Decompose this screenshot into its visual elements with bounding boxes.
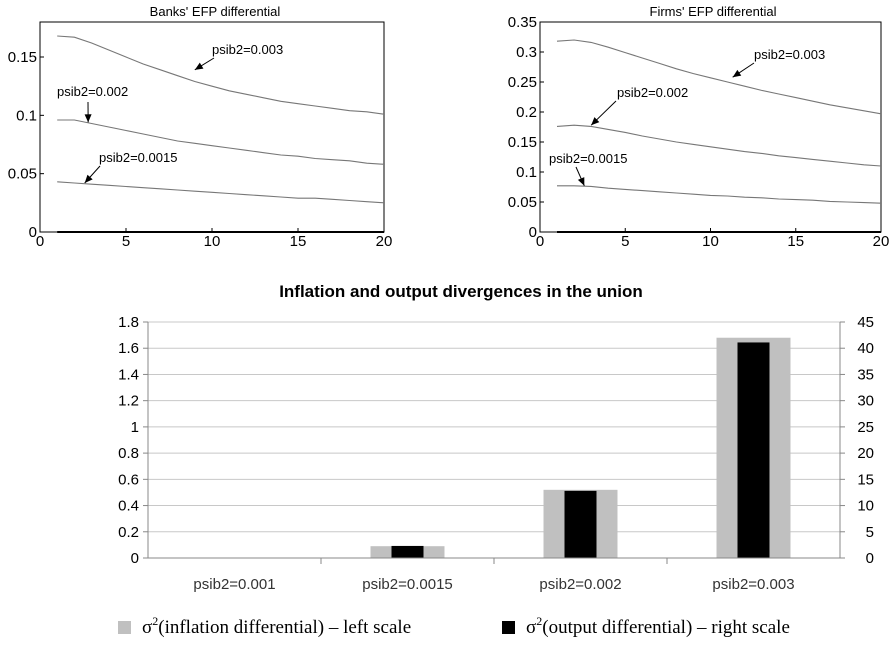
firms-annotation-label: psib2=0.003 xyxy=(754,47,825,62)
firms-xtick-label: 10 xyxy=(702,233,719,250)
left-ytick-label: 1.2 xyxy=(118,393,139,410)
firms-xtick-label: 5 xyxy=(621,233,629,250)
banks-arrowhead xyxy=(195,63,204,70)
banks-annotations: psib2=0.003 psib2=0.002 psib2=0.0015 xyxy=(57,42,283,183)
firms-ytick-label: 0.1 xyxy=(516,164,537,181)
banks-y-ticks: 00.050.10.15 xyxy=(8,49,44,241)
left-ytick-label: 1.4 xyxy=(118,366,139,383)
legend-swatch xyxy=(118,621,131,634)
output-differential-bar xyxy=(738,342,770,558)
firms-ytick-label: 0.15 xyxy=(508,134,537,151)
banks-ytick-label: 0.05 xyxy=(8,166,37,183)
firms-ytick-label: 0.2 xyxy=(516,104,537,121)
left-ytick-label: 0.2 xyxy=(118,524,139,541)
legend-text-rest: (inflation differential) – left scale xyxy=(158,617,411,638)
left-ytick-label: 1.8 xyxy=(118,314,139,331)
right-ytick-label: 35 xyxy=(857,366,874,383)
banks-arrowhead xyxy=(85,114,92,122)
legend-sigma: σ xyxy=(142,617,152,638)
banks-series-line xyxy=(57,182,384,203)
right-ytick-label: 15 xyxy=(857,471,874,488)
banks-xtick-label: 10 xyxy=(204,233,221,250)
firms-plot-title: Firms' EFP differential xyxy=(650,4,777,19)
firms-annotations: psib2=0.003 psib2=0.002 psib2=0.0015 xyxy=(549,47,825,186)
category-label: psib2=0.002 xyxy=(539,576,621,593)
right-ytick-label: 30 xyxy=(857,393,874,410)
bar-chart-title: Inflation and output divergences in the … xyxy=(279,282,643,301)
firms-series xyxy=(557,40,881,232)
firms-arrowhead xyxy=(733,70,742,77)
right-ytick-label: 20 xyxy=(857,445,874,462)
right-ytick-label: 0 xyxy=(866,550,874,567)
legend-swatch xyxy=(502,621,515,634)
legend-text-rest: (output differential) – right scale xyxy=(542,617,790,638)
banks-xtick-label: 0 xyxy=(36,233,44,250)
firms-plot-frame xyxy=(540,22,881,232)
category-label: psib2=0.0015 xyxy=(362,576,453,593)
firms-ytick-label: 0.3 xyxy=(516,44,537,61)
right-ytick-label: 25 xyxy=(857,419,874,436)
legend-sigma: σ xyxy=(526,617,536,638)
left-ytick-label: 0.4 xyxy=(118,498,139,515)
right-ytick-label: 5 xyxy=(866,524,874,541)
firms-ytick-label: 0.25 xyxy=(508,74,537,91)
left-ytick-label: 0.6 xyxy=(118,471,139,488)
left-ytick-label: 1 xyxy=(131,419,139,436)
firms-xtick-label: 20 xyxy=(873,233,890,250)
firms-efp-plot: Firms' EFP differential 0 0.05 0.1 0.15 0.2 0… xyxy=(508,4,890,250)
banks-annotation-label: psib2=0.002 xyxy=(57,84,128,99)
right-ytick-label: 10 xyxy=(857,498,874,515)
firms-y-ticks: 00.050.10.150.20.250.30.35 xyxy=(508,14,544,241)
firms-ytick-label: 0.35 xyxy=(508,14,537,31)
category-label: psib2=0.001 xyxy=(193,576,275,593)
banks-xtick-label: 15 xyxy=(290,233,307,250)
banks-ytick-label: 0.1 xyxy=(16,107,37,124)
banks-xtick-label: 5 xyxy=(122,233,130,250)
banks-annotation-label: psib2=0.003 xyxy=(212,42,283,57)
category-label: psib2=0.003 xyxy=(712,576,794,593)
banks-annotation-label: psib2=0.0015 xyxy=(99,150,177,165)
output-differential-bar xyxy=(392,546,424,558)
left-ytick-label: 1.6 xyxy=(118,340,139,357)
banks-xtick-label: 20 xyxy=(376,233,393,250)
banks-ytick-label: 0.15 xyxy=(8,49,37,66)
legend-label: σ2(inflation differential) – left scale xyxy=(142,614,411,638)
firms-annotation-label: psib2=0.0015 xyxy=(549,151,627,166)
left-ytick-label: 0 xyxy=(131,550,139,567)
divergences-bar-chart: Inflation and output divergences in the … xyxy=(118,282,874,638)
legend-label: σ2(output differential) – right scale xyxy=(526,614,790,638)
firms-xtick-label: 15 xyxy=(787,233,804,250)
firms-annotation-label: psib2=0.002 xyxy=(617,85,688,100)
banks-series xyxy=(57,36,384,232)
bar-category-labels: psib2=0.001 psib2=0.0015 psib2=0.002 psib2=… xyxy=(193,576,794,593)
firms-series-line xyxy=(557,40,881,114)
right-ytick-label: 45 xyxy=(857,314,874,331)
left-ytick-label: 0.8 xyxy=(118,445,139,462)
right-ytick-label: 40 xyxy=(857,340,874,357)
output-differential-bar xyxy=(565,491,597,558)
firms-xtick-label: 0 xyxy=(536,233,544,250)
banks-plot-title: Banks' EFP differential xyxy=(150,4,281,19)
firms-ytick-label: 0.05 xyxy=(508,194,537,211)
bar-marks xyxy=(371,338,791,558)
firms-series-line xyxy=(557,186,881,203)
